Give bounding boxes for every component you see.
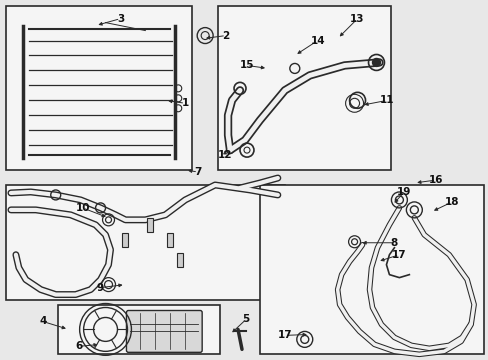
Text: 4: 4 bbox=[39, 316, 46, 327]
Text: 16: 16 bbox=[428, 175, 443, 185]
Text: 8: 8 bbox=[390, 238, 397, 248]
FancyBboxPatch shape bbox=[126, 310, 202, 352]
Bar bbox=[6, 6, 192, 170]
Text: 18: 18 bbox=[444, 197, 459, 207]
Bar bbox=[218, 6, 390, 170]
Text: 13: 13 bbox=[349, 14, 364, 24]
Text: 3: 3 bbox=[117, 14, 124, 24]
Text: 6: 6 bbox=[75, 341, 82, 351]
Bar bbox=[122, 233, 128, 247]
Bar bbox=[58, 305, 220, 354]
Text: 14: 14 bbox=[310, 36, 325, 46]
Text: 9: 9 bbox=[97, 283, 104, 293]
Text: 7: 7 bbox=[194, 167, 202, 177]
Text: 17: 17 bbox=[277, 330, 291, 341]
Text: 10: 10 bbox=[75, 203, 90, 213]
Text: 11: 11 bbox=[379, 95, 394, 105]
Text: 1: 1 bbox=[181, 98, 188, 108]
Text: 5: 5 bbox=[242, 314, 249, 324]
Bar bbox=[147, 218, 153, 232]
Text: 12: 12 bbox=[217, 150, 232, 160]
Bar bbox=[177, 253, 183, 267]
Text: 2: 2 bbox=[222, 31, 229, 41]
Bar bbox=[167, 233, 173, 247]
Circle shape bbox=[372, 58, 380, 67]
Text: 19: 19 bbox=[396, 187, 411, 197]
Bar bbox=[260, 185, 483, 354]
Bar bbox=[6, 185, 285, 300]
Text: 17: 17 bbox=[391, 250, 406, 260]
Text: 15: 15 bbox=[239, 60, 254, 71]
